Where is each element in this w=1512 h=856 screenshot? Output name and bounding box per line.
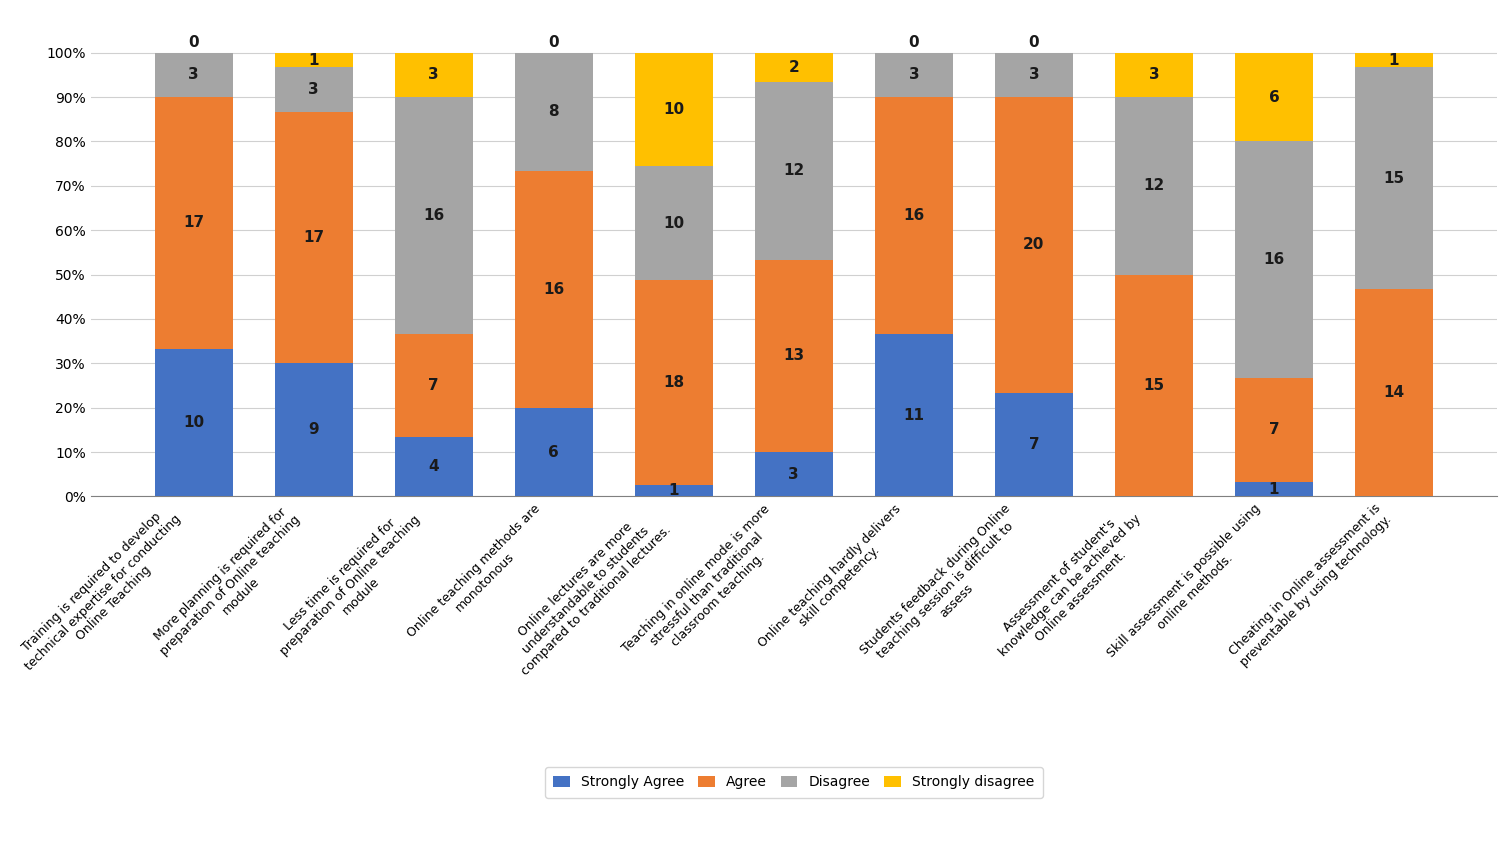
Text: 10: 10	[664, 102, 685, 117]
Bar	[995, 52, 1074, 97]
Text: 4: 4	[428, 460, 438, 474]
Bar	[514, 171, 593, 407]
Text: 13: 13	[783, 348, 804, 364]
Bar	[754, 82, 833, 259]
Text: 3: 3	[909, 68, 919, 82]
Text: 0: 0	[909, 35, 919, 51]
Text: 16: 16	[423, 208, 445, 223]
Text: 16: 16	[1264, 253, 1285, 267]
Bar	[754, 452, 833, 496]
Bar	[875, 334, 953, 496]
Text: 1: 1	[668, 484, 679, 498]
Bar	[395, 97, 473, 334]
Text: 9: 9	[308, 422, 319, 437]
Text: 18: 18	[664, 375, 685, 390]
Text: 11: 11	[903, 407, 924, 423]
Bar	[875, 97, 953, 334]
Legend: Strongly Agree, Agree, Disagree, Strongly disagree: Strongly Agree, Agree, Disagree, Strongl…	[544, 767, 1043, 798]
Text: 7: 7	[1028, 437, 1039, 452]
Text: 6: 6	[1269, 90, 1279, 104]
Text: 8: 8	[549, 104, 559, 119]
Text: 3: 3	[1149, 68, 1160, 82]
Text: 7: 7	[428, 378, 438, 393]
Bar	[635, 280, 712, 485]
Text: 16: 16	[543, 282, 564, 297]
Bar	[754, 52, 833, 82]
Bar	[154, 348, 233, 496]
Bar	[275, 363, 352, 496]
Text: 3: 3	[788, 467, 800, 482]
Bar	[395, 437, 473, 496]
Bar	[875, 52, 953, 97]
Text: 1: 1	[308, 52, 319, 68]
Text: 16: 16	[903, 208, 924, 223]
Text: 10: 10	[183, 415, 204, 430]
Text: 12: 12	[1143, 178, 1164, 193]
Bar	[1114, 275, 1193, 496]
Bar	[1235, 141, 1312, 378]
Text: 7: 7	[1269, 422, 1279, 437]
Text: 2: 2	[788, 60, 800, 75]
Bar	[395, 52, 473, 97]
Bar	[1235, 52, 1312, 141]
Text: 0: 0	[189, 35, 200, 51]
Bar	[154, 97, 233, 348]
Bar	[1355, 68, 1433, 289]
Text: 1: 1	[1388, 52, 1399, 68]
Bar	[1235, 378, 1312, 482]
Text: 14: 14	[1383, 385, 1405, 401]
Text: 17: 17	[302, 230, 324, 245]
Bar	[635, 52, 712, 166]
Bar	[995, 97, 1074, 393]
Text: 17: 17	[183, 215, 204, 230]
Text: 15: 15	[1143, 378, 1164, 393]
Text: 3: 3	[308, 82, 319, 97]
Text: 15: 15	[1383, 171, 1405, 186]
Bar	[275, 52, 352, 68]
Text: 3: 3	[1028, 68, 1039, 82]
Text: 1: 1	[1269, 482, 1279, 496]
Text: 3: 3	[428, 68, 438, 82]
Text: 3: 3	[189, 68, 200, 82]
Bar	[514, 52, 593, 171]
Text: 10: 10	[664, 216, 685, 231]
Text: 20: 20	[1024, 237, 1045, 253]
Text: 0: 0	[549, 35, 559, 51]
Bar	[1355, 289, 1433, 496]
Bar	[995, 393, 1074, 496]
Bar	[275, 112, 352, 363]
Bar	[514, 407, 593, 496]
Bar	[1114, 97, 1193, 275]
Bar	[1355, 52, 1433, 68]
Text: 6: 6	[549, 444, 559, 460]
Text: 12: 12	[783, 163, 804, 179]
Bar	[1235, 482, 1312, 496]
Bar	[275, 68, 352, 112]
Text: 0: 0	[1028, 35, 1039, 51]
Bar	[395, 334, 473, 437]
Bar	[635, 485, 712, 496]
Bar	[154, 52, 233, 97]
Bar	[1114, 52, 1193, 97]
Bar	[754, 259, 833, 452]
Bar	[635, 166, 712, 280]
